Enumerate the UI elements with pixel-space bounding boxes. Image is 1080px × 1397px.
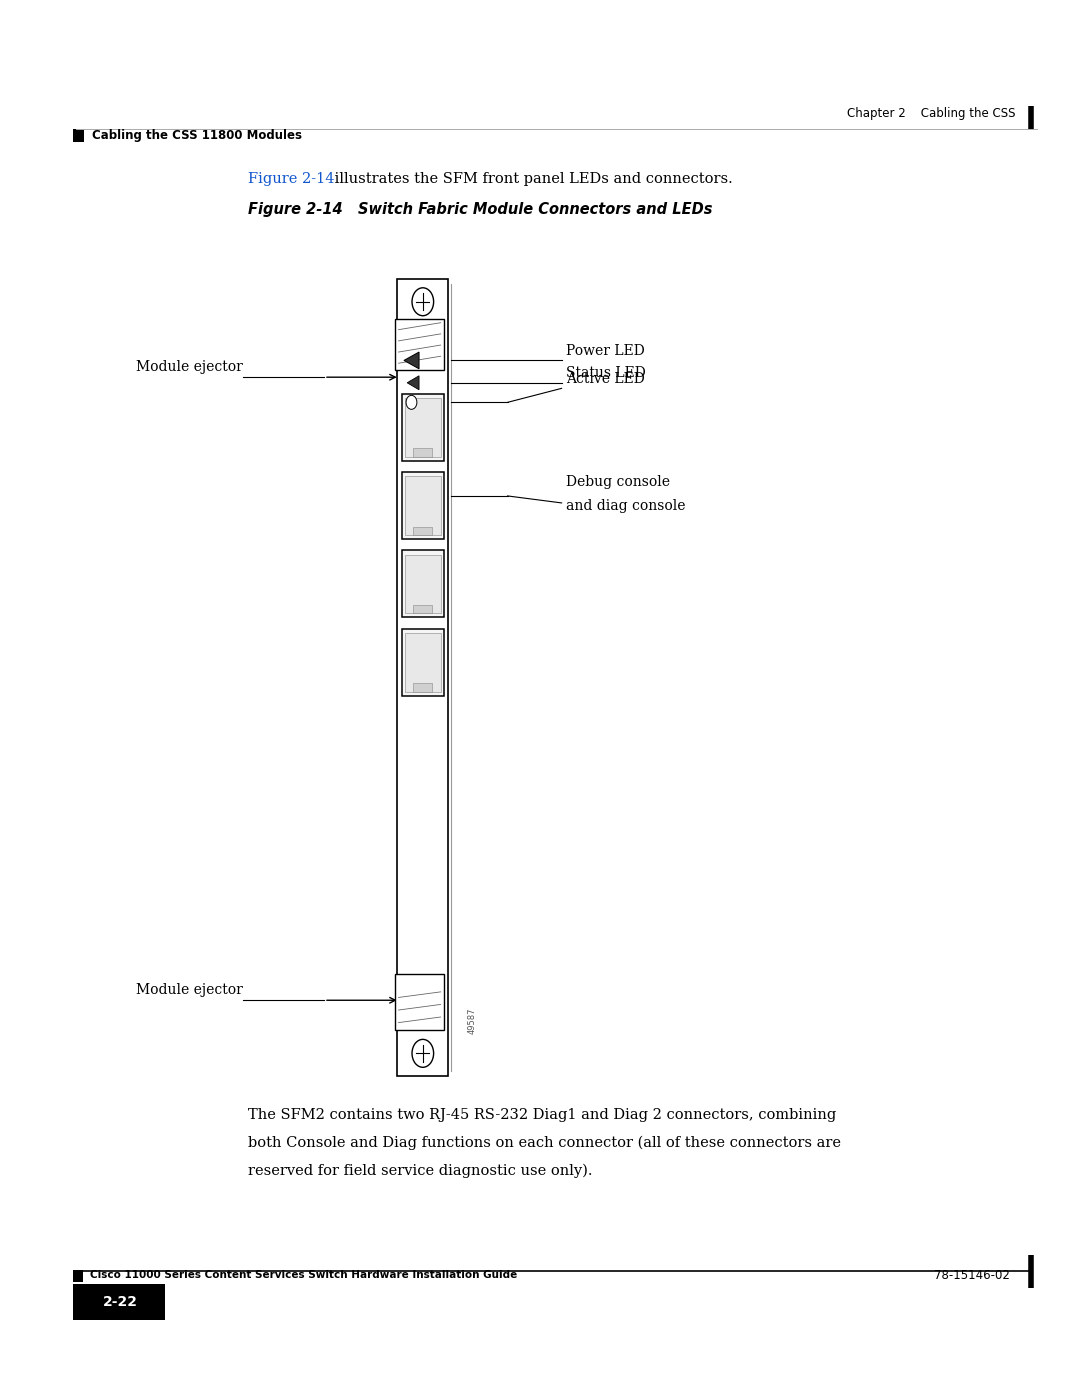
Text: Module ejector: Module ejector	[136, 983, 243, 997]
Text: illustrates the SFM front panel LEDs and connectors.: illustrates the SFM front panel LEDs and…	[330, 172, 733, 186]
Bar	[397, 279, 448, 1076]
Text: 78-15146-02: 78-15146-02	[934, 1268, 1010, 1282]
Text: Module ejector: Module ejector	[136, 360, 243, 374]
Bar	[73, 1270, 83, 1282]
Bar	[73, 129, 84, 142]
Polygon shape	[407, 376, 419, 390]
Text: and diag console: and diag console	[566, 499, 686, 513]
Bar	[402, 394, 444, 461]
Bar	[405, 476, 441, 535]
Bar	[73, 1284, 165, 1320]
Bar	[414, 448, 432, 457]
Bar	[402, 472, 444, 539]
Text: Chapter 2    Cabling the CSS: Chapter 2 Cabling the CSS	[847, 108, 1015, 120]
Circle shape	[406, 395, 417, 409]
Text: Cisco 11000 Series Content Services Switch Hardware Installation Guide: Cisco 11000 Series Content Services Swit…	[90, 1270, 517, 1281]
Bar	[414, 683, 432, 692]
Bar	[414, 527, 432, 535]
Bar	[395, 974, 444, 1030]
Polygon shape	[404, 352, 419, 369]
Text: Status LED: Status LED	[566, 366, 646, 380]
Text: Cabling the CSS 11800 Modules: Cabling the CSS 11800 Modules	[92, 129, 301, 142]
Text: Power LED: Power LED	[566, 344, 645, 358]
Text: reserved for field service diagnostic use only).: reserved for field service diagnostic us…	[248, 1164, 593, 1178]
Text: Debug console: Debug console	[566, 475, 670, 489]
Text: Figure 2-14   Switch Fabric Module Connectors and LEDs: Figure 2-14 Switch Fabric Module Connect…	[248, 203, 713, 217]
Text: Active LED: Active LED	[566, 372, 645, 386]
Bar	[414, 605, 432, 613]
Text: The SFM2 contains two RJ-45 RS-232 Diag1 and Diag 2 connectors, combining: The SFM2 contains two RJ-45 RS-232 Diag1…	[248, 1108, 837, 1122]
Bar	[405, 555, 441, 613]
Text: 2-22: 2-22	[103, 1295, 137, 1309]
Text: 49587: 49587	[468, 1007, 476, 1034]
Text: both Console and Diag functions on each connector (all of these connectors are: both Console and Diag functions on each …	[248, 1136, 841, 1150]
Bar	[402, 629, 444, 696]
Bar	[405, 633, 441, 692]
Bar	[402, 550, 444, 617]
Bar	[395, 319, 444, 370]
Circle shape	[411, 288, 433, 316]
Circle shape	[411, 1039, 433, 1067]
Bar	[405, 398, 441, 457]
Text: Figure 2-14: Figure 2-14	[248, 172, 335, 186]
